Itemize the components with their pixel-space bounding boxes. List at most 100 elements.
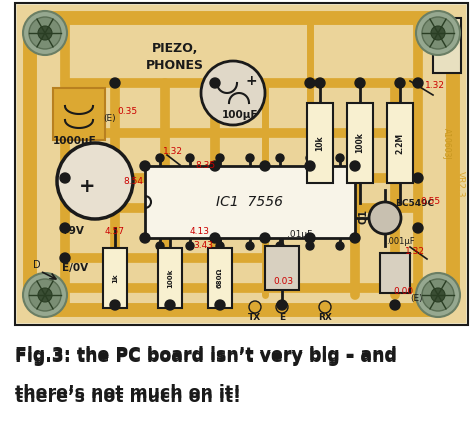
Circle shape	[246, 242, 254, 250]
Circle shape	[413, 223, 423, 233]
Circle shape	[249, 301, 261, 313]
Circle shape	[355, 78, 365, 88]
Bar	[387, 103, 413, 183]
Circle shape	[306, 242, 314, 250]
Bar	[307, 103, 333, 183]
Text: 680Ω: 680Ω	[217, 268, 223, 288]
Circle shape	[315, 78, 325, 88]
Text: +: +	[79, 176, 95, 196]
Circle shape	[156, 242, 164, 250]
Text: 1k: 1k	[112, 273, 118, 283]
Circle shape	[110, 78, 120, 88]
Text: E/0V: E/0V	[62, 263, 88, 273]
Circle shape	[38, 288, 52, 302]
Text: +9V: +9V	[61, 226, 85, 236]
Circle shape	[276, 301, 288, 313]
Circle shape	[201, 61, 265, 125]
Circle shape	[216, 242, 224, 250]
Circle shape	[276, 242, 284, 250]
Circle shape	[431, 288, 445, 302]
Text: Fig.3: the PC board isn’t very big – and: Fig.3: the PC board isn’t very big – and	[15, 348, 397, 366]
Circle shape	[215, 300, 225, 310]
Text: Q1: Q1	[358, 208, 368, 223]
Circle shape	[416, 11, 460, 55]
Circle shape	[422, 17, 454, 49]
Circle shape	[276, 154, 284, 162]
Text: (E): (E)	[104, 113, 116, 122]
Text: IC1  7556: IC1 7556	[217, 195, 283, 209]
Text: VR2,3: VR2,3	[456, 171, 465, 197]
Circle shape	[350, 161, 360, 171]
Circle shape	[319, 301, 331, 313]
Circle shape	[186, 154, 194, 162]
Circle shape	[422, 279, 454, 311]
Text: 0.55: 0.55	[420, 196, 440, 205]
Bar	[347, 103, 373, 183]
Circle shape	[390, 300, 400, 310]
Bar	[208, 248, 232, 308]
Circle shape	[210, 161, 220, 171]
Text: Fig.3: the PC board isn’t very big – and: Fig.3: the PC board isn’t very big – and	[15, 346, 397, 364]
Bar	[145, 166, 355, 238]
Circle shape	[350, 233, 360, 243]
Circle shape	[336, 154, 344, 162]
Circle shape	[277, 300, 287, 310]
Circle shape	[165, 300, 175, 310]
Circle shape	[60, 223, 70, 233]
Bar	[265, 246, 299, 290]
Circle shape	[416, 273, 460, 317]
Circle shape	[60, 173, 70, 183]
Text: 100μF: 100μF	[222, 110, 258, 120]
Text: 4.13: 4.13	[190, 226, 210, 235]
Circle shape	[431, 26, 445, 40]
Text: RX: RX	[318, 312, 332, 321]
Bar	[53, 88, 105, 140]
Circle shape	[306, 154, 314, 162]
Text: 4.57: 4.57	[105, 226, 125, 235]
Text: 0.00: 0.00	[393, 286, 413, 295]
Text: BC549C: BC549C	[395, 199, 435, 208]
Circle shape	[305, 78, 315, 88]
Circle shape	[29, 279, 61, 311]
Circle shape	[395, 78, 405, 88]
Bar	[158, 248, 182, 308]
Text: 0.35: 0.35	[117, 107, 137, 116]
Circle shape	[336, 242, 344, 250]
Text: PIEZO,: PIEZO,	[152, 42, 198, 54]
Circle shape	[23, 11, 67, 55]
Circle shape	[140, 161, 150, 171]
Bar	[0, 328, 474, 428]
Text: 3.43: 3.43	[193, 241, 213, 250]
Circle shape	[156, 154, 164, 162]
Text: +: +	[245, 74, 257, 88]
Text: TX: TX	[248, 312, 262, 321]
Circle shape	[369, 202, 401, 234]
Circle shape	[210, 233, 220, 243]
Circle shape	[29, 17, 61, 49]
Circle shape	[305, 233, 315, 243]
Circle shape	[60, 253, 70, 263]
Text: 8.35: 8.35	[195, 160, 215, 169]
Bar	[103, 248, 127, 308]
Text: VR1: VR1	[444, 39, 450, 53]
Text: 1.32: 1.32	[405, 247, 425, 256]
Text: .001μF: .001μF	[386, 237, 414, 246]
Text: 100k: 100k	[356, 133, 365, 153]
Circle shape	[186, 242, 194, 250]
Text: E: E	[279, 312, 285, 321]
Text: there’s not much on it!: there’s not much on it!	[15, 384, 241, 402]
Circle shape	[57, 143, 133, 219]
Text: 1.32: 1.32	[163, 146, 183, 155]
Circle shape	[260, 161, 270, 171]
Circle shape	[413, 173, 423, 183]
Text: 100k: 100k	[167, 268, 173, 288]
Text: there’s not much on it!: there’s not much on it!	[15, 388, 241, 406]
Circle shape	[305, 161, 315, 171]
Text: PHONES: PHONES	[146, 59, 204, 71]
Text: 10k: 10k	[316, 135, 325, 151]
Text: A10603J: A10603J	[441, 128, 450, 160]
Circle shape	[23, 273, 67, 317]
Circle shape	[260, 233, 270, 243]
Text: .01μF: .01μF	[287, 229, 313, 238]
Circle shape	[216, 154, 224, 162]
